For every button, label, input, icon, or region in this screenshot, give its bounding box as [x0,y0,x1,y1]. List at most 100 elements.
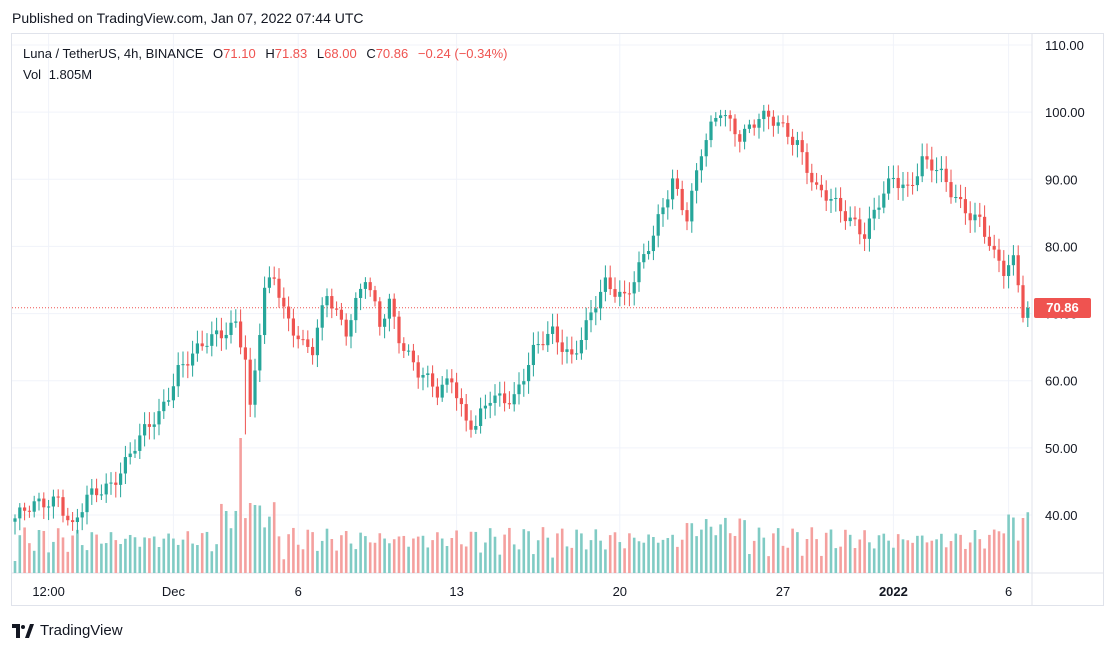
volume-bar [181,539,185,573]
candle-body [795,140,799,145]
candle-body [90,488,94,495]
volume-bar [196,545,199,573]
volume-bar [128,534,132,573]
candle-body [47,506,51,508]
candle-body [248,359,252,405]
volume-bar [935,539,938,573]
candle-body [215,330,219,335]
candle-body [675,178,679,189]
candle-body [647,251,651,255]
candle-body [51,496,55,507]
candle-body [402,343,406,351]
tradingview-logo[interactable]: TradingView [12,622,123,639]
volume-bar [205,531,209,573]
candle-body [474,425,478,430]
symbol-label[interactable]: Luna / TetherUS, 4h, BINANCE [23,46,204,61]
candle-body [205,345,209,347]
volume-bar [124,538,127,573]
volume-bar [450,538,454,573]
volume-bar [618,542,622,573]
volume-bar [772,533,775,573]
volume-bar [253,504,257,573]
volume-bar [776,528,780,573]
volume-bar [839,546,842,573]
change-value: −0.24 (−0.34%) [417,46,508,61]
candle-body [330,296,334,309]
volume-bar [584,549,588,573]
candle-body [479,408,483,426]
volume-bar [364,536,367,573]
volume-bar [402,535,406,573]
candle-body [368,282,372,291]
x-tick-label: 2022 [879,584,908,599]
volume-bar [532,554,535,573]
volume-bar [628,533,631,573]
candle-body [911,184,915,186]
volume-bar [781,545,785,573]
last-price-label: 70.86 [1034,298,1091,318]
candle-body [757,119,761,128]
volume-bar [911,542,914,573]
candle-body [599,291,603,309]
y-tick-label: 50.00 [1045,441,1078,456]
volume-bar [32,550,36,573]
candle-body [925,156,929,160]
volume-bar [392,539,396,573]
candle-body [560,342,564,352]
volume-bar [109,532,113,573]
volume-bar [42,530,46,573]
candle-body [666,199,670,208]
candle-body [1011,255,1015,266]
volume-bar [484,542,487,573]
candle-body [397,316,401,344]
candle-body [267,277,271,288]
candle-body [642,254,646,263]
volume-bar [920,535,924,573]
volume-bar [436,532,439,573]
candle-body [781,122,785,124]
candle-body [594,308,598,313]
volume-bar [623,548,626,573]
volume-bar [983,548,986,573]
candle-body [363,282,367,289]
volume-bar [287,534,290,573]
volume-bar [354,549,358,573]
candle-body [690,190,694,222]
candle-body [147,424,151,427]
candle-body [282,297,286,307]
candle-body [99,494,103,496]
open-value: 71.10 [223,46,256,61]
candle-body [704,140,708,157]
candle-body [455,382,459,399]
candle-body [719,115,723,118]
chart-panel[interactable] [11,33,1104,606]
volume-bar [407,546,410,573]
candle-body [123,457,127,474]
volume-bar [85,550,89,573]
volume-bar [320,540,324,573]
candle-body [623,291,627,294]
candle-body [935,170,939,172]
volume-bar [157,546,161,573]
brand-name: TradingView [40,622,123,639]
candle-body [651,235,655,252]
candle-body [632,282,636,294]
y-tick-label: 110.00 [1045,38,1084,53]
volume-bar [66,551,70,573]
candle-body [786,122,790,137]
volume-bar [272,502,276,573]
volume-bar [493,536,497,573]
candle-body [176,365,180,387]
volume-bar [296,544,300,573]
candle-body [143,424,147,436]
volume-bar [522,529,526,573]
high-value: 71.83 [274,46,308,61]
candle-body [906,184,910,186]
high-key: H [265,46,275,61]
volume-bar [152,536,156,573]
volume-bar [268,516,271,573]
candle-body [536,344,540,346]
volume-bar [239,438,242,573]
candle-body [349,320,353,337]
